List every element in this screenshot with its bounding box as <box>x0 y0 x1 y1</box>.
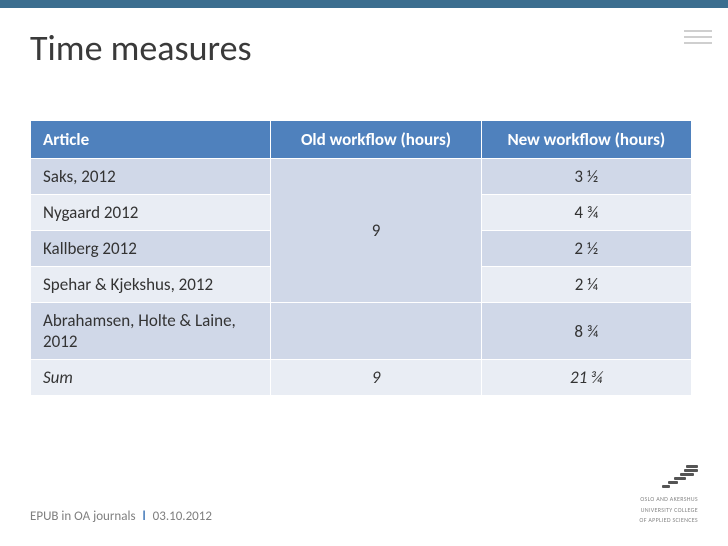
cell-new: 8 ¾ <box>481 303 691 360</box>
table-header-row: Article Old workflow (hours) New workflo… <box>31 121 692 159</box>
cell-old-merged: 9 <box>271 159 481 303</box>
col-header-new: New workflow (hours) <box>481 121 691 159</box>
cell-new: 4 ¾ <box>481 195 691 231</box>
table-row-sum: Sum 9 21 ¾ <box>31 360 692 396</box>
top-accent-bar <box>0 0 728 8</box>
footer: EPUB in OA journals l 03.10.2012 <box>30 509 212 524</box>
institution-logo: OSLO AND AKERSHUS UNIVERSITY COLLEGE OF … <box>639 462 698 524</box>
footer-date: 03.10.2012 <box>153 509 212 524</box>
table-row: Abrahamsen, Holte & Laine, 2012 8 ¾ <box>31 303 692 360</box>
col-header-article: Article <box>31 121 271 159</box>
cell-sum-new: 21 ¾ <box>481 360 691 396</box>
logo-text-line: UNIVERSITY COLLEGE <box>639 507 698 514</box>
cell-sum-old: 9 <box>271 360 481 396</box>
cell-article: Kallberg 2012 <box>31 231 271 267</box>
cell-old <box>271 303 481 360</box>
cell-article: Nygaard 2012 <box>31 195 271 231</box>
cell-article: Abrahamsen, Holte & Laine, 2012 <box>31 303 271 360</box>
col-header-old: Old workflow (hours) <box>271 121 481 159</box>
page-title: Time measures <box>0 8 728 80</box>
logo-text-line: OF APPLIED SCIENCES <box>639 517 698 524</box>
side-decoration <box>684 30 712 48</box>
cell-new: 3 ½ <box>481 159 691 195</box>
table-row: Saks, 2012 9 3 ½ <box>31 159 692 195</box>
logo-text-line: OSLO AND AKERSHUS <box>639 496 698 503</box>
cell-new: 2 ¼ <box>481 267 691 303</box>
time-measures-table: Article Old workflow (hours) New workflo… <box>30 120 692 396</box>
footer-text: EPUB in OA journals <box>30 509 136 524</box>
cell-sum-label: Sum <box>31 360 271 396</box>
footer-separator: l <box>143 509 146 524</box>
logo-mark-icon <box>662 462 698 488</box>
cell-article: Saks, 2012 <box>31 159 271 195</box>
cell-article: Spehar & Kjekshus, 2012 <box>31 267 271 303</box>
cell-new: 2 ½ <box>481 231 691 267</box>
